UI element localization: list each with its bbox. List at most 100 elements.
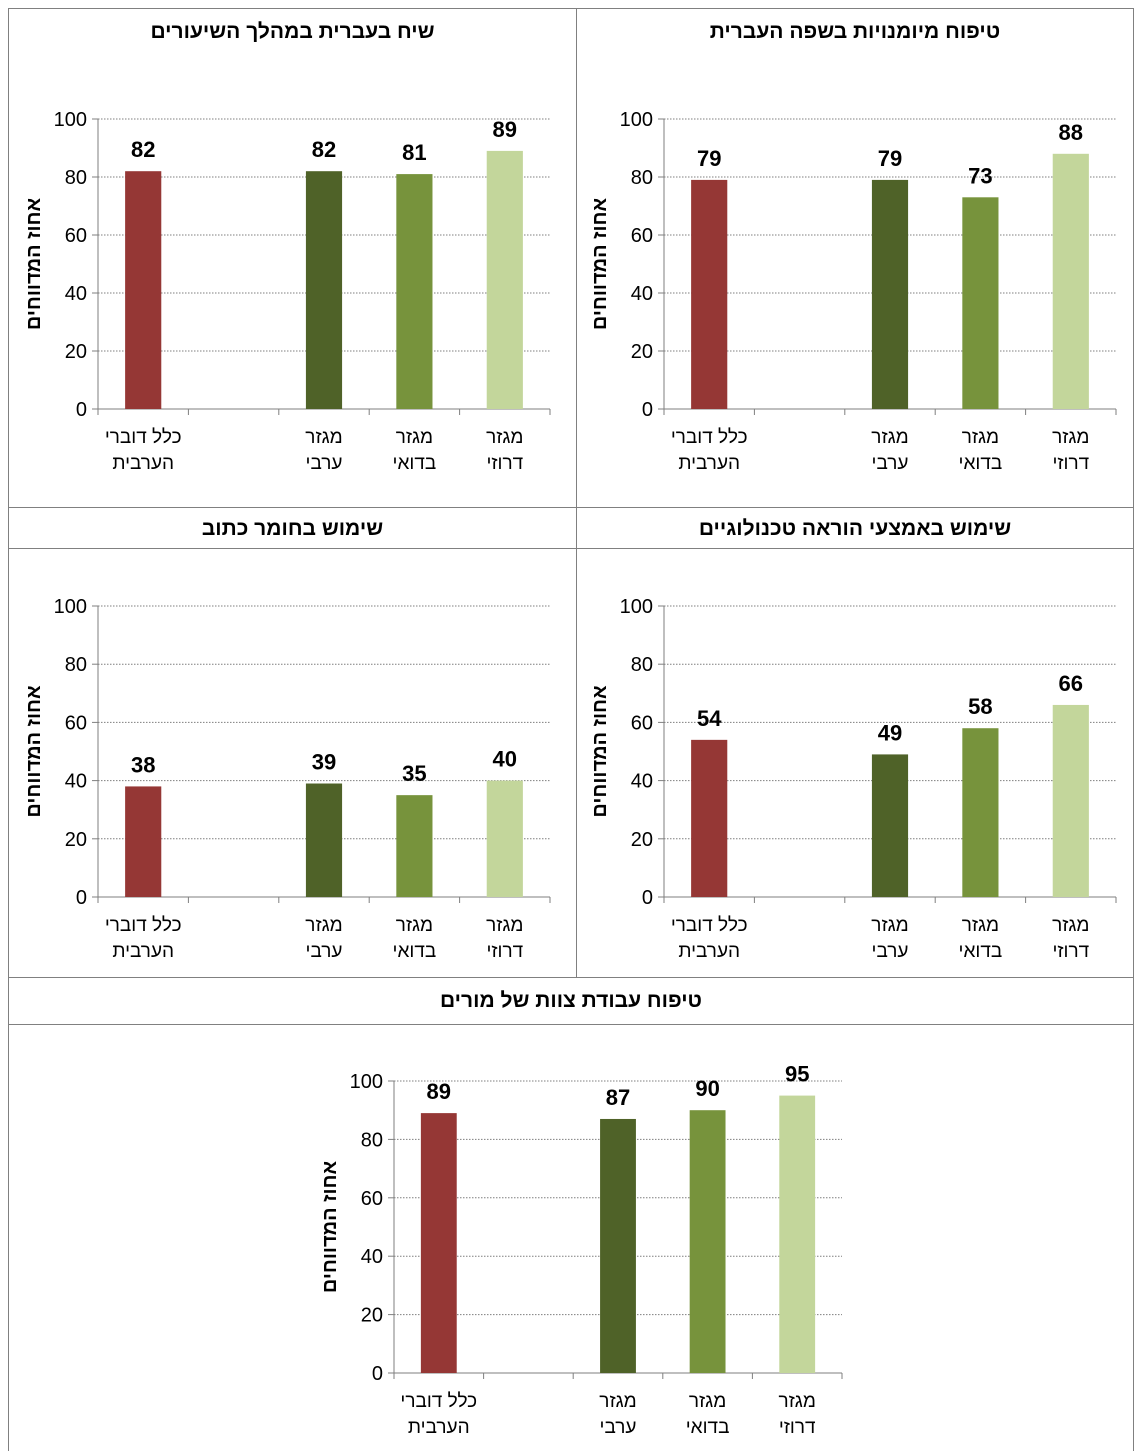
x-tick-label: ערבי (306, 453, 343, 474)
data-label: 79 (878, 146, 902, 171)
bar (125, 171, 162, 409)
data-label: 82 (312, 137, 336, 162)
y-axis-label: אחוז המדווחים (23, 197, 45, 330)
chart-title: טיפוח עבודת צוות של מורים (439, 989, 703, 1012)
y-tick-label: 40 (65, 771, 87, 793)
y-tick-label: 0 (642, 399, 653, 421)
y-tick-label: 40 (361, 1246, 383, 1268)
data-label: 87 (606, 1085, 630, 1110)
y-tick-label: 40 (65, 283, 87, 305)
y-tick-label: 20 (631, 341, 653, 363)
data-label: 66 (1059, 671, 1083, 696)
y-tick-label: 80 (631, 654, 653, 676)
y-tick-label: 0 (76, 399, 87, 421)
bar (305, 783, 343, 897)
x-tick-label: מגזר (396, 915, 433, 936)
data-label: 95 (785, 1062, 809, 1087)
bar (691, 179, 728, 409)
x-tick-label: בדואי (959, 453, 1003, 474)
x-tick-label: מגזר (689, 1391, 726, 1412)
frame-line (8, 977, 1134, 978)
x-tick-label: כלל דוברי (105, 427, 182, 448)
frame-line (1133, 8, 1134, 1451)
bar (396, 795, 433, 897)
bar (962, 728, 999, 897)
chart-title: שימוש בחומר כתוב (201, 517, 384, 540)
bar (600, 1118, 636, 1373)
x-tick-label: דרוזי (779, 1417, 816, 1438)
y-tick-label: 80 (361, 1129, 383, 1151)
y-tick-label: 60 (361, 1188, 383, 1210)
y-axis-label: אחוז המדווחים (589, 685, 611, 818)
frame-line (8, 8, 1134, 9)
bar (871, 754, 909, 897)
x-tick-label: ערבי (306, 941, 343, 962)
x-tick-label: בדואי (959, 941, 1003, 962)
frame-line (8, 8, 9, 1451)
y-axis-label: אחוז המדווחים (319, 1160, 341, 1293)
y-tick-label: 20 (65, 341, 87, 363)
x-tick-label: כלל דוברי (400, 1391, 477, 1412)
data-label: 73 (968, 163, 992, 188)
y-tick-label: 60 (631, 712, 653, 734)
y-tick-label: 60 (631, 225, 653, 247)
x-tick-label: ערבי (600, 1417, 637, 1438)
frame-line (576, 8, 577, 977)
x-tick-label: מגזר (779, 1391, 816, 1412)
x-tick-label: כלל דוברי (671, 427, 748, 448)
data-label: 89 (493, 117, 517, 142)
x-tick-label: דרוזי (486, 941, 523, 962)
y-tick-label: 80 (631, 167, 653, 189)
data-label: 88 (1059, 120, 1083, 145)
data-label: 82 (131, 137, 155, 162)
x-tick-label: מגזר (486, 915, 523, 936)
y-tick-label: 0 (372, 1363, 383, 1385)
data-label: 54 (697, 706, 722, 731)
chart-title: שיח בעברית במהלך השיעורים (150, 20, 435, 43)
x-tick-label: מגזר (305, 427, 342, 448)
x-tick-label: מגזר (962, 427, 999, 448)
data-label: 49 (878, 720, 902, 745)
x-tick-label: ערבי (872, 941, 909, 962)
y-tick-label: 100 (620, 596, 653, 618)
data-label: 39 (312, 750, 336, 775)
bar (962, 197, 999, 409)
data-label: 38 (131, 752, 155, 777)
x-tick-label: מגזר (962, 915, 999, 936)
y-tick-label: 20 (361, 1305, 383, 1327)
bar (689, 1110, 726, 1373)
bar (420, 1113, 457, 1373)
x-tick-label: מגזר (396, 427, 433, 448)
y-tick-label: 100 (54, 596, 87, 618)
bar (1052, 153, 1089, 409)
x-tick-label: מגזר (305, 915, 342, 936)
x-tick-label: מגזר (599, 1391, 636, 1412)
x-tick-label: הערבית (678, 453, 740, 474)
x-tick-label: בדואי (393, 941, 437, 962)
data-label: 89 (427, 1079, 451, 1104)
x-tick-label: הערבית (408, 1417, 470, 1438)
data-label: 58 (968, 694, 992, 719)
x-tick-label: הערבית (112, 453, 174, 474)
y-axis-label: אחוז המדווחים (23, 685, 45, 818)
frame-line (8, 548, 1134, 549)
y-axis-label: אחוז המדווחים (589, 197, 611, 330)
frame-line (8, 1024, 1134, 1025)
chart-title: שימוש באמצעי הוראה טכנולוגיים (698, 517, 1012, 540)
y-tick-label: 100 (350, 1071, 383, 1093)
data-label: 90 (695, 1076, 719, 1101)
x-tick-label: בדואי (686, 1417, 730, 1438)
y-tick-label: 20 (65, 829, 87, 851)
x-tick-label: מגזר (486, 427, 523, 448)
y-tick-label: 40 (631, 283, 653, 305)
frame-line (8, 507, 1134, 508)
chart-title: טיפוח מיומנויות בשפה העברית (709, 20, 1001, 43)
x-tick-label: מגזר (871, 915, 908, 936)
y-tick-label: 40 (631, 771, 653, 793)
x-tick-label: בדואי (393, 453, 437, 474)
